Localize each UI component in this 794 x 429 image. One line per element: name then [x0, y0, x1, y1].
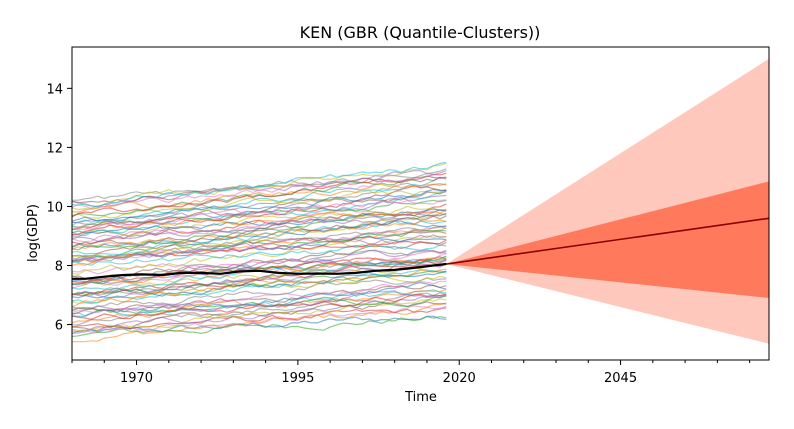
cluster-series-line — [72, 290, 447, 313]
cluster-series-line — [72, 293, 447, 320]
cluster-series-line — [72, 250, 447, 275]
cluster-series-line — [72, 257, 447, 295]
cluster-series-line — [72, 188, 447, 220]
cluster-series-line — [72, 161, 447, 208]
axes: 1970 1995 2020 2045 6 8 10 12 14 — [46, 46, 770, 386]
x-tick-label: 1995 — [281, 371, 314, 386]
cluster-series-line — [72, 305, 447, 334]
cluster-series-line — [72, 209, 447, 231]
x-axis-label: Time — [404, 390, 437, 405]
cluster-series-line — [72, 306, 447, 330]
forecast-median-line — [446, 217, 769, 265]
x-tick-label: 2020 — [443, 371, 476, 386]
cluster-series-line — [72, 263, 447, 287]
cluster-series-line — [72, 199, 447, 230]
axes-frame — [71, 46, 770, 361]
cluster-series-line — [72, 301, 447, 332]
cluster-series-line — [72, 244, 447, 266]
chart-title: KEN (GBR (Quantile-Clusters)) — [300, 23, 541, 42]
focus-series-line — [72, 262, 447, 280]
y-axis-label: log(GDP) — [26, 204, 41, 262]
cluster-series-line — [72, 235, 447, 276]
cluster-series-line — [72, 219, 447, 250]
x-tick-label: 2045 — [604, 371, 637, 386]
cluster-series-line — [72, 176, 447, 204]
y-tick-label: 14 — [46, 82, 63, 97]
forecast-inner-band — [446, 181, 769, 298]
cluster-series-line — [72, 277, 447, 310]
cluster-series-line — [72, 229, 447, 262]
cluster-series-line — [72, 315, 447, 338]
cluster-series-line — [72, 209, 447, 238]
cluster-series-line — [72, 183, 447, 213]
cluster-series-line — [72, 270, 447, 296]
y-tick-label: 6 — [55, 319, 63, 334]
cluster-series-line — [72, 188, 447, 222]
cluster-series-line — [72, 175, 447, 210]
x-tick-label: 1970 — [120, 371, 153, 386]
cluster-series-line — [72, 208, 447, 235]
cluster-series-line — [72, 215, 447, 248]
cluster-series-line — [72, 184, 447, 236]
y-tick-label: 8 — [55, 260, 63, 275]
cluster-series-line — [72, 257, 447, 284]
y-tick-label: 12 — [46, 141, 63, 156]
cluster-series-line — [72, 225, 447, 263]
cluster-series-line — [72, 280, 447, 314]
cluster-series-line — [72, 176, 447, 226]
cluster-series-line — [72, 234, 447, 262]
cluster-series-line — [72, 231, 447, 258]
plot-area — [72, 58, 769, 344]
cluster-series-line — [72, 298, 447, 332]
cluster-series-line — [72, 225, 447, 262]
cluster-series-line — [72, 284, 447, 315]
y-tick-label: 10 — [46, 200, 63, 215]
cluster-series-line — [72, 175, 447, 217]
